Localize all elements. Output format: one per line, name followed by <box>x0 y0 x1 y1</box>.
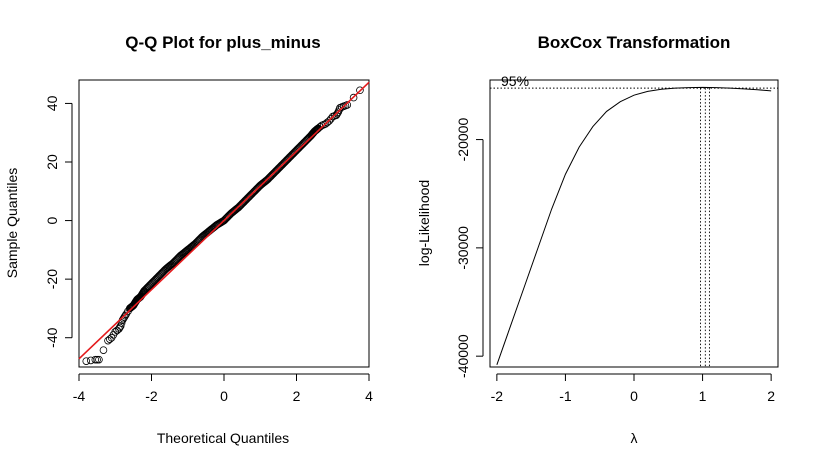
boxcox-ci-guides <box>490 87 778 367</box>
qq-y-axis: -40 -20 0 20 40 <box>44 95 73 348</box>
qq-x-tick-label: 4 <box>365 388 373 404</box>
qq-point <box>93 355 101 364</box>
boxcox-title: BoxCox Transformation <box>538 33 731 52</box>
qq-point <box>91 355 100 364</box>
boxcox-x-axis-label: λ <box>631 430 638 446</box>
qq-plot-title: Q-Q Plot for plus_minus <box>125 33 321 52</box>
qq-reference-line <box>78 81 370 360</box>
qq-point <box>116 322 125 330</box>
qq-y-tick-label: 0 <box>44 216 60 224</box>
qq-plot-panel: Q-Q Plot for plus_minus -4 -2 0 2 4 -40-2002… <box>4 33 373 446</box>
qq-x-axis: -4 -2 0 2 4 <box>73 373 373 404</box>
qq-point <box>99 346 108 354</box>
boxcox-x-tick-label: -1 <box>559 388 572 404</box>
boxcox-frame <box>489 79 779 368</box>
qq-y-tick-label: -40 <box>44 327 60 347</box>
boxcox-y-axis-label: log-Likelihood <box>416 180 432 266</box>
boxcox-x-axis: -2 -1 0 1 2 <box>491 373 775 404</box>
boxcox-95-label: 95% <box>501 73 529 89</box>
qq-x-tick-label: -2 <box>145 388 158 404</box>
qq-plot-frame <box>78 79 370 368</box>
boxcox-y-tick-label: -30000 <box>455 226 471 270</box>
qq-point <box>106 335 114 343</box>
qq-point <box>115 323 124 332</box>
boxcox-y-tick-label: -20000 <box>455 118 471 162</box>
boxcox-panel: BoxCox Transformation 95% -2 -1 0 1 2 -40000… <box>416 33 779 446</box>
qq-point <box>343 101 352 109</box>
boxcox-y-tick-label: -40000 <box>455 334 471 378</box>
qq-y-tick-label: 20 <box>44 154 60 170</box>
qq-point <box>349 93 358 102</box>
boxcox-x-tick-label: 1 <box>699 388 707 404</box>
qq-point <box>356 86 364 95</box>
boxcox-x-tick-label: 2 <box>767 388 775 404</box>
qq-point <box>113 326 121 335</box>
boxcox-likelihood-curve <box>496 86 772 365</box>
qq-x-tick-label: -4 <box>73 388 86 404</box>
qq-y-axis-label: Sample Quantiles <box>4 168 20 279</box>
qq-point <box>95 355 103 364</box>
qq-point <box>121 311 130 320</box>
qq-y-tick-label: -20 <box>44 269 60 289</box>
qq-y-tick-label: 40 <box>44 95 60 111</box>
qq-x-axis-label: Theoretical Quantiles <box>157 430 289 446</box>
qq-x-tick-label: 2 <box>293 388 301 404</box>
boxcox-y-axis: -40000 -30000 -20000 <box>455 118 484 378</box>
boxcox-x-tick-label: 0 <box>630 388 638 404</box>
qq-point <box>86 356 95 365</box>
qq-point <box>82 357 91 365</box>
boxcox-x-tick-label: -2 <box>491 388 504 404</box>
qq-x-tick-label: 0 <box>220 388 228 404</box>
